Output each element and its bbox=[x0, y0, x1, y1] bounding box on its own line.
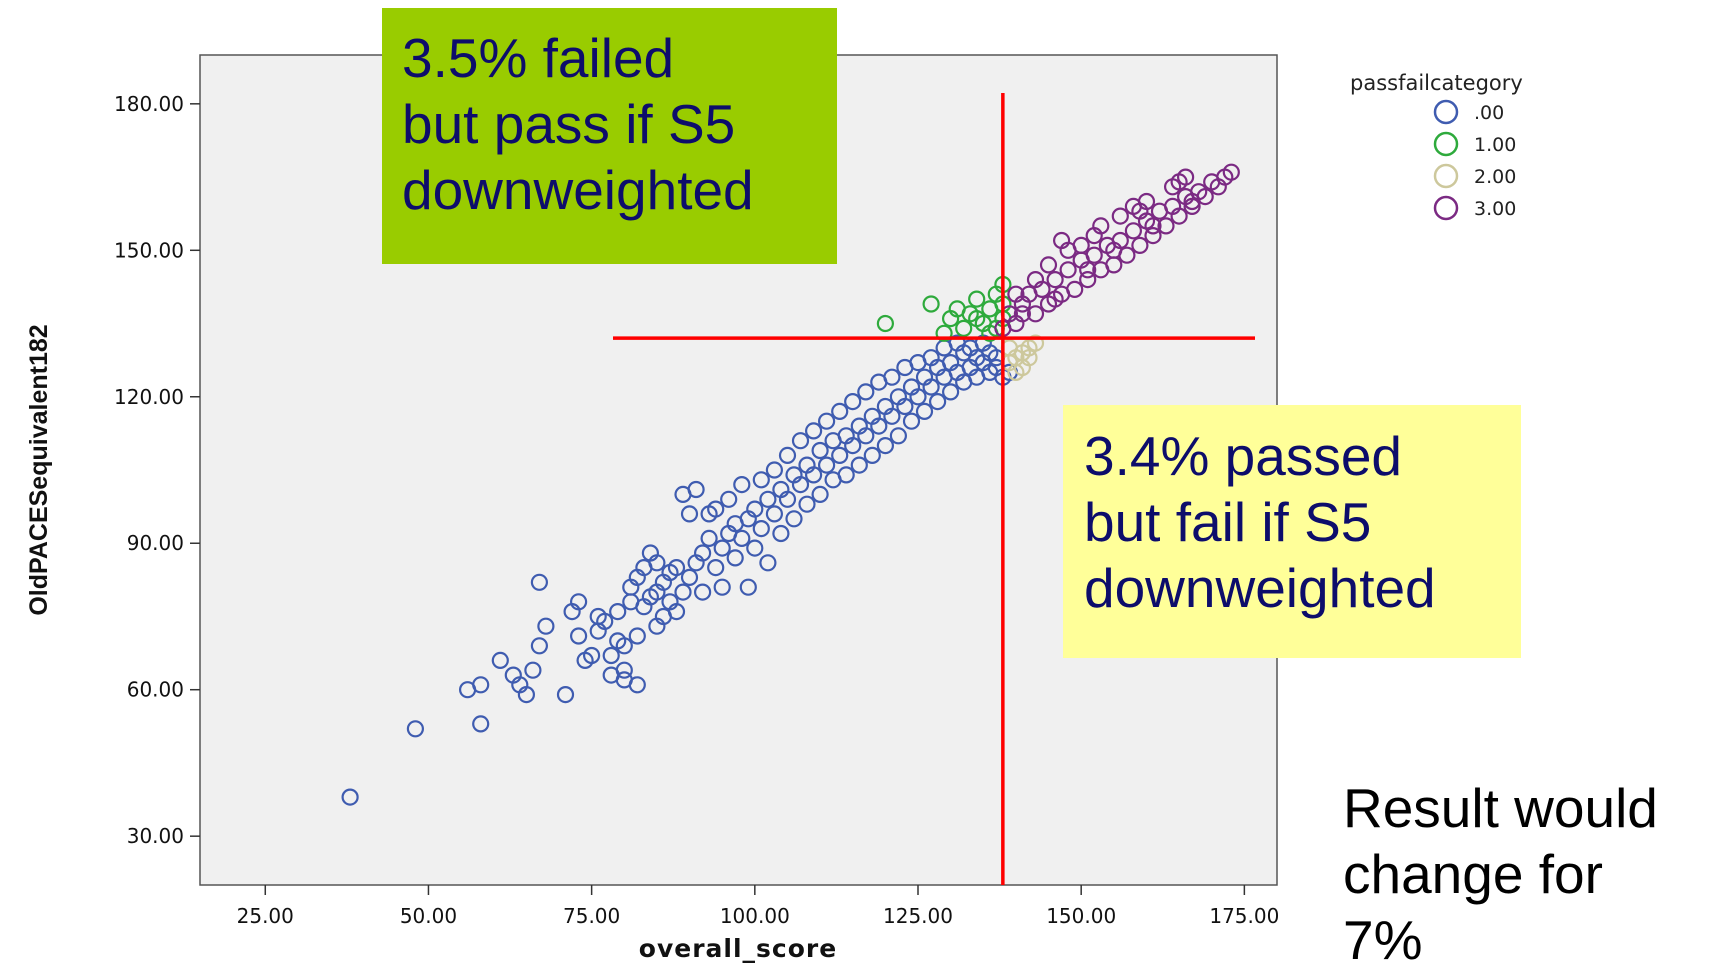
y-axis-title: OldPACESequivalent182 bbox=[25, 324, 53, 615]
x-tick-label: 125.00 bbox=[883, 904, 953, 928]
result-note-line-1: Result would bbox=[1343, 775, 1658, 841]
callout-passed-but-fail: 3.4% passed but fail if S5 downweighted bbox=[1063, 405, 1521, 658]
callout-passed-line-1: 3.4% passed bbox=[1084, 423, 1521, 489]
y-tick-label: 150.00 bbox=[114, 238, 184, 262]
result-note: Result would change for 7% bbox=[1343, 775, 1658, 973]
x-tick-label: 150.00 bbox=[1046, 904, 1116, 928]
y-axis: 30.00 60.00 90.00 120.00 150.00 180.00 bbox=[114, 92, 200, 848]
legend-title: passfailcategory bbox=[1350, 71, 1523, 95]
legend-label: 2.00 bbox=[1474, 166, 1516, 188]
y-tick-label: 180.00 bbox=[114, 92, 184, 116]
y-tick-label: 120.00 bbox=[114, 385, 184, 409]
legend: passfailcategory .00 1.00 2.00 3.00 bbox=[1350, 71, 1523, 220]
legend-marker bbox=[1435, 133, 1457, 155]
legend-label: 3.00 bbox=[1474, 198, 1516, 220]
legend-label: 1.00 bbox=[1474, 134, 1516, 156]
x-tick-label: 50.00 bbox=[400, 904, 457, 928]
callout-failed-but-pass: 3.5% failed but pass if S5 downweighted bbox=[382, 8, 837, 264]
x-axis: 25.00 50.00 75.00 100.00 125.00 150.00 175.00 bbox=[237, 885, 1280, 928]
callout-passed-line-2: but fail if S5 bbox=[1084, 489, 1521, 555]
x-tick-label: 75.00 bbox=[563, 904, 620, 928]
callout-failed-line-3: downweighted bbox=[402, 157, 837, 223]
legend-label: .00 bbox=[1474, 102, 1504, 124]
y-tick-label: 60.00 bbox=[127, 678, 184, 702]
legend-marker bbox=[1435, 197, 1457, 219]
result-note-line-3: 7% bbox=[1343, 907, 1658, 973]
x-axis-title: overall_score bbox=[639, 934, 837, 963]
y-tick-label: 90.00 bbox=[127, 531, 184, 555]
callout-failed-line-1: 3.5% failed bbox=[402, 25, 837, 91]
callout-passed-line-3: downweighted bbox=[1084, 555, 1521, 621]
x-tick-label: 100.00 bbox=[720, 904, 790, 928]
x-tick-label: 175.00 bbox=[1209, 904, 1279, 928]
y-tick-label: 30.00 bbox=[127, 824, 184, 848]
result-note-line-2: change for bbox=[1343, 841, 1658, 907]
callout-failed-line-2: but pass if S5 bbox=[402, 91, 837, 157]
legend-marker bbox=[1435, 101, 1457, 123]
x-tick-label: 25.00 bbox=[237, 904, 294, 928]
legend-marker bbox=[1435, 165, 1457, 187]
